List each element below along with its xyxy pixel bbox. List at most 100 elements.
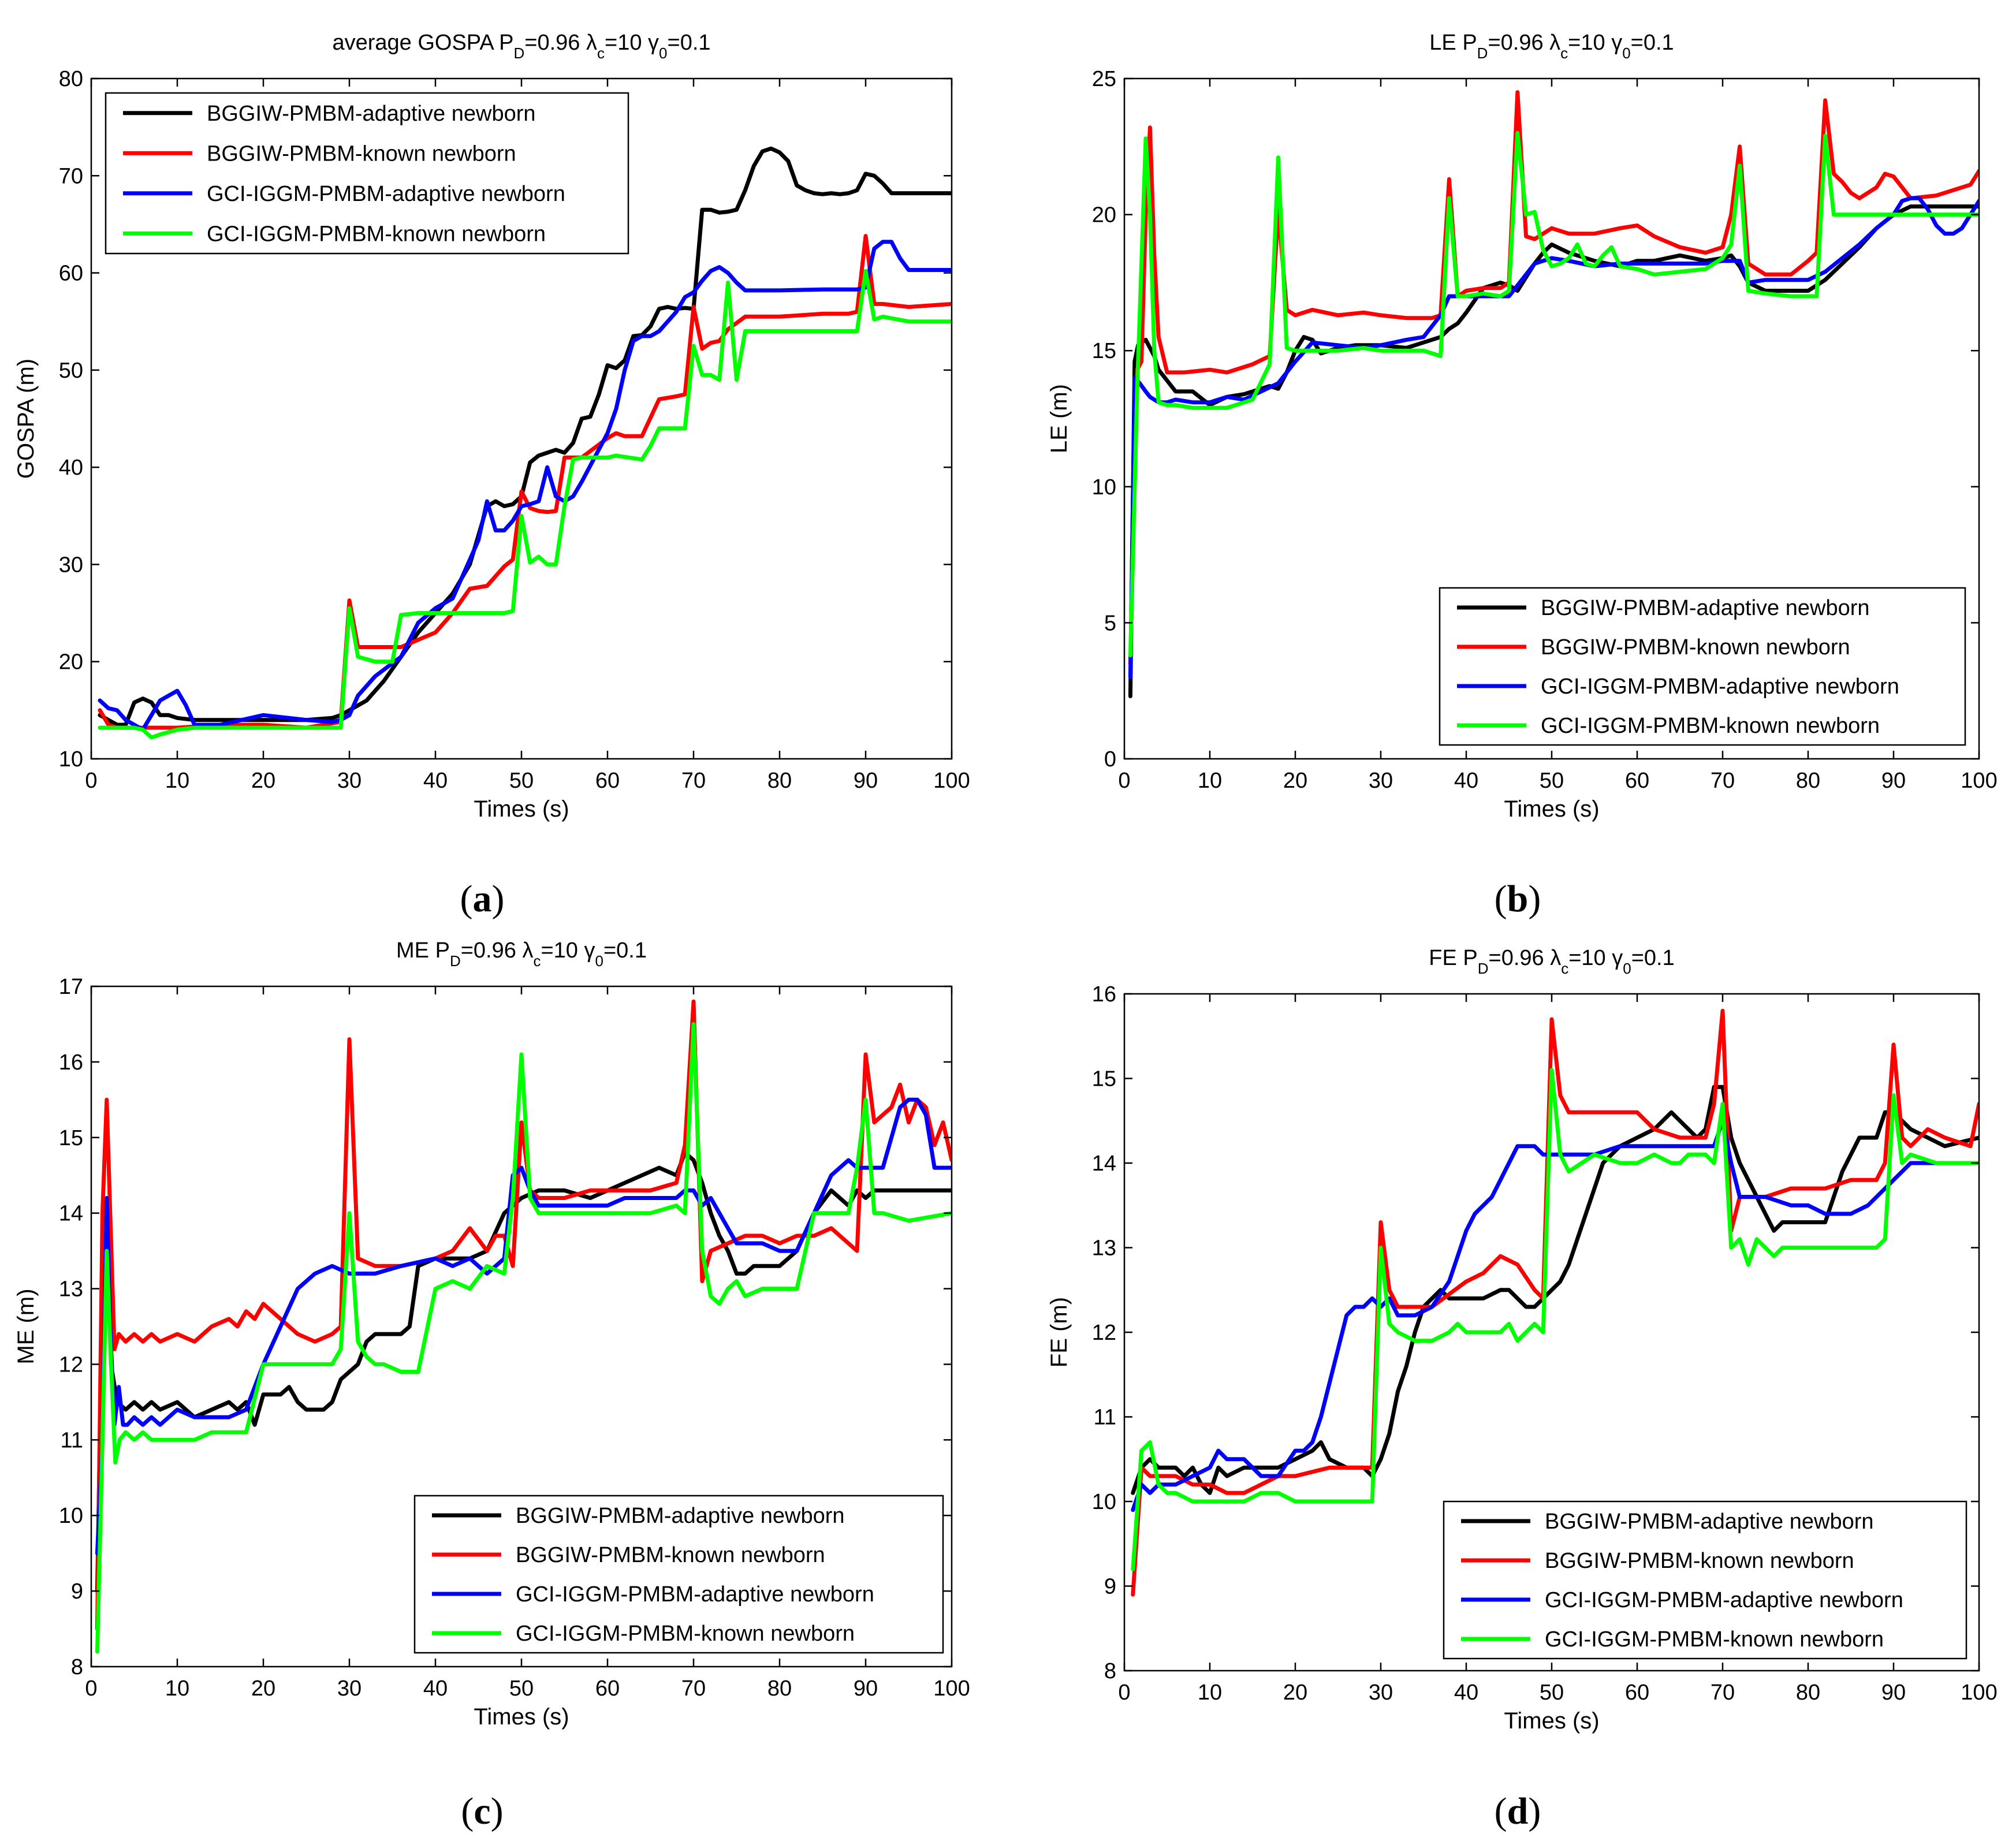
y-tick-label: 13: [59, 1277, 83, 1302]
y-tick-label: 13: [1092, 1236, 1116, 1261]
y-tick-label: 8: [71, 1655, 83, 1679]
x-tick-label: 20: [251, 769, 275, 793]
x-tick-label: 20: [1283, 1680, 1307, 1705]
y-tick-label: 11: [1094, 1406, 1116, 1430]
y-tick-label: 0: [1104, 747, 1116, 772]
series-line-1: [98, 234, 952, 730]
y-tick-label: 60: [59, 262, 83, 286]
y-tick-label: 11: [61, 1428, 83, 1452]
x-tick-label: 80: [1796, 769, 1820, 793]
chart-3: 0 10 20 30 40 50 60 70 80 90 100 8 9 10 11 12 13 14 15 16 Ti…: [1046, 946, 1998, 1832]
x-tick-label: 100: [1961, 769, 1997, 793]
y-tick-label: 16: [59, 1050, 83, 1075]
series-line-3: [1128, 131, 1979, 658]
x-tick-label: 60: [1625, 769, 1649, 793]
series-group: [98, 146, 952, 740]
x-tick-label: 30: [1369, 769, 1393, 793]
panel-caption: (d): [1495, 1790, 1541, 1832]
y-tick-label: 17: [59, 975, 83, 999]
y-tick-label: 15: [1092, 1067, 1116, 1091]
x-tick-label: 90: [854, 769, 878, 793]
series-line-3: [98, 269, 952, 740]
legend: BGGIW-PMBM-adaptive newborn BGGIW-PMBM-kn…: [1443, 1500, 1967, 1660]
x-tick-label: 0: [85, 769, 97, 793]
y-tick-label: 5: [1104, 611, 1116, 635]
x-tick-label: 100: [933, 769, 970, 793]
chart-title: ME PD=0.96 λc=10 γ0=0.1: [396, 938, 647, 970]
x-tick-label: 0: [1118, 769, 1130, 793]
series-group: [95, 999, 952, 1654]
legend-label-3: GCI-IGGM-PMBM-known newborn: [1545, 1627, 1884, 1652]
x-tick-label: 50: [509, 769, 534, 793]
panel-caption: (c): [461, 1790, 503, 1832]
x-tick-label: 60: [595, 769, 620, 793]
x-tick-label: 10: [165, 769, 189, 793]
x-tick-label: 100: [1961, 1680, 1997, 1705]
legend-label-2: GCI-IGGM-PMBM-adaptive newborn: [1541, 675, 1899, 699]
x-axis-label: Times (s): [474, 1704, 569, 1730]
x-axis-label: Times (s): [474, 796, 569, 822]
x-tick-label: 30: [337, 1676, 362, 1701]
y-axis-label: ME (m): [13, 1288, 39, 1364]
x-tick-label: 80: [1796, 1680, 1820, 1705]
series-line-0: [98, 146, 952, 727]
legend: BGGIW-PMBM-adaptive newborn BGGIW-PMBM-kn…: [413, 1495, 944, 1654]
y-tick-label: 9: [1104, 1575, 1116, 1599]
x-tick-label: 30: [1369, 1680, 1393, 1705]
legend-label-2: GCI-IGGM-PMBM-adaptive newborn: [207, 182, 565, 206]
y-tick-label: 20: [1092, 203, 1116, 228]
x-tick-label: 80: [767, 1676, 792, 1701]
x-tick-label: 90: [854, 1676, 878, 1701]
chart-1: 0 10 20 30 40 50 60 70 80 90 100 0 5 10 15 20 25 Times (s…: [1046, 31, 1998, 920]
x-tick-label: 20: [251, 1676, 275, 1701]
y-tick-label: 10: [1092, 475, 1116, 500]
x-tick-label: 50: [509, 1676, 534, 1701]
x-tick-label: 60: [1625, 1680, 1649, 1705]
x-tick-label: 50: [1540, 769, 1564, 793]
series-line-0: [1128, 204, 1979, 699]
y-tick-label: 10: [59, 1504, 83, 1528]
x-tick-label: 0: [1118, 1680, 1130, 1705]
legend-label-3: GCI-IGGM-PMBM-known newborn: [1541, 714, 1880, 738]
y-tick-label: 20: [59, 650, 83, 675]
chart-title: average GOSPA PD=0.96 λc=10 γ0=0.1: [332, 31, 710, 62]
y-axis-label: FE (m): [1046, 1297, 1072, 1367]
legend-label-1: BGGIW-PMBM-known newborn: [1541, 635, 1850, 659]
x-tick-label: 100: [933, 1676, 970, 1701]
legend: BGGIW-PMBM-adaptive newborn BGGIW-PMBM-kn…: [1439, 587, 1966, 746]
x-tick-label: 30: [337, 769, 362, 793]
chart-panels: 0 10 20 30 40 50 60 70 80 90 1001020304050607080Ti…: [13, 31, 1998, 1832]
legend-label-0: BGGIW-PMBM-adaptive newborn: [207, 102, 536, 126]
legend-label-0: BGGIW-PMBM-adaptive newborn: [516, 1504, 845, 1528]
legend: BGGIW-PMBM-adaptive newborn BGGIW-PMBM-kn…: [105, 92, 629, 255]
y-tick-label: 12: [59, 1352, 83, 1377]
legend-label-3: GCI-IGGM-PMBM-known newborn: [207, 222, 546, 246]
legend-label-3: GCI-IGGM-PMBM-known newborn: [516, 1622, 855, 1646]
x-tick-label: 70: [1711, 1680, 1735, 1705]
y-tick-label: 70: [59, 164, 83, 188]
x-tick-label: 50: [1540, 1680, 1564, 1705]
x-tick-label: 10: [165, 1676, 189, 1701]
y-axis-label: GOSPA (m): [13, 359, 39, 479]
legend-label-1: BGGIW-PMBM-known newborn: [207, 141, 516, 166]
y-tick-label: 25: [1092, 67, 1116, 91]
series-line-3: [1131, 1068, 1979, 1571]
y-tick-label: 40: [59, 456, 83, 480]
legend-box: [1439, 587, 1966, 746]
chart-title: LE PD=0.96 λc=10 γ0=0.1: [1429, 31, 1674, 62]
x-tick-label: 20: [1283, 769, 1307, 793]
x-tick-label: 40: [1454, 1680, 1478, 1705]
series-line-2: [1128, 196, 1979, 680]
y-tick-label: 14: [59, 1202, 83, 1226]
y-tick-label: 9: [71, 1579, 83, 1604]
x-tick-label: 40: [423, 769, 448, 793]
y-tick-label: 16: [1092, 982, 1116, 1007]
y-tick-label: 80: [59, 67, 83, 91]
legend-label-1: BGGIW-PMBM-known newborn: [516, 1543, 825, 1567]
legend-box: [1443, 1500, 1967, 1660]
y-tick-label: 15: [1092, 339, 1116, 363]
x-tick-label: 60: [595, 1676, 620, 1701]
x-tick-label: 80: [767, 769, 792, 793]
x-axis-label: Times (s): [1504, 796, 1599, 822]
